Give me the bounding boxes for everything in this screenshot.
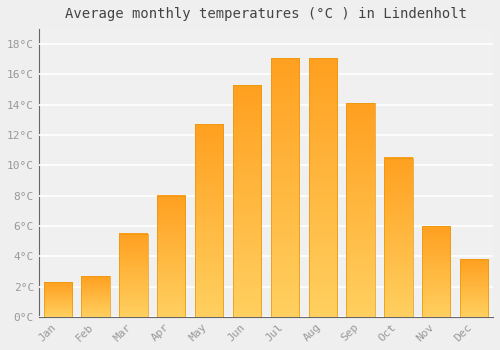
Bar xyxy=(270,58,299,317)
Title: Average monthly temperatures (°C ) in Lindenholt: Average monthly temperatures (°C ) in Li… xyxy=(65,7,467,21)
Bar xyxy=(157,196,186,317)
Bar xyxy=(422,226,450,317)
Bar xyxy=(119,233,148,317)
Bar xyxy=(346,103,375,317)
Bar xyxy=(233,85,261,317)
Bar xyxy=(308,58,337,317)
Bar xyxy=(82,276,110,317)
Bar xyxy=(384,158,412,317)
Bar xyxy=(460,259,488,317)
Bar xyxy=(44,282,72,317)
Bar xyxy=(195,125,224,317)
